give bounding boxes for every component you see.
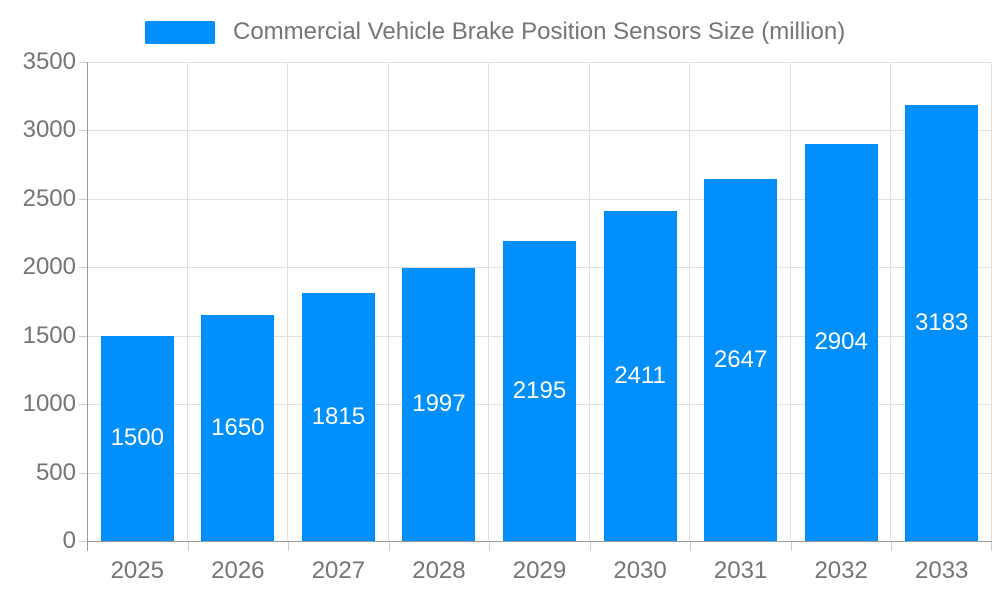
x-axis-tick — [790, 541, 792, 551]
x-axis-label: 2033 — [915, 557, 969, 584]
bar-value-label: 1997 — [412, 390, 466, 418]
x-axis-label: 2031 — [713, 557, 768, 584]
y-axis-label: 3500 — [22, 48, 76, 75]
y-gridline — [87, 198, 992, 200]
y-axis-tick — [79, 62, 87, 63]
y-axis-label: 500 — [35, 458, 76, 486]
y-axis-tick — [79, 404, 87, 406]
bar[interactable] — [402, 267, 476, 541]
chart-legend[interactable]: Commercial Vehicle Brake Position Sensor… — [145, 18, 845, 46]
x-gridline — [689, 62, 691, 541]
bar-value-label: 1500 — [110, 424, 164, 452]
x-axis-label: 2026 — [211, 557, 265, 584]
bar[interactable] — [503, 240, 576, 541]
x-axis-label: 2030 — [613, 557, 667, 584]
x-gridline — [287, 62, 289, 541]
x-axis-tick — [589, 541, 591, 551]
x-axis-tick — [891, 541, 893, 551]
y-axis-label: 1500 — [22, 321, 76, 349]
bar[interactable] — [201, 315, 275, 541]
x-axis-label: 2027 — [311, 557, 366, 584]
y-axis-line — [87, 62, 88, 551]
x-axis-label: 2025 — [110, 557, 164, 584]
bar[interactable] — [100, 335, 174, 541]
x-axis-line — [87, 541, 992, 542]
x-axis-label: 2028 — [412, 557, 466, 584]
bar-value-label: 2647 — [713, 345, 768, 373]
y-axis-label: 1000 — [22, 390, 76, 418]
bar[interactable] — [905, 105, 979, 541]
plot-area: 0 500 1000 1500 2000 2500 3000 3500 1500 2025 1650… — [23, 48, 992, 584]
y-axis-tick — [79, 267, 87, 269]
y-axis-tick — [79, 130, 87, 132]
x-gridline — [789, 62, 791, 541]
bar[interactable] — [704, 178, 778, 541]
bar[interactable] — [804, 143, 878, 541]
bar-value-label: 2195 — [512, 376, 567, 404]
y-axis-label: 2000 — [22, 253, 76, 281]
x-axis-tick — [288, 541, 290, 551]
legend-swatch-icon — [145, 20, 215, 44]
bar-value-label: 3183 — [915, 309, 969, 337]
bar-value-label: 2411 — [614, 362, 666, 390]
x-axis-tick — [489, 541, 491, 551]
bar-value-label: 2904 — [814, 328, 868, 356]
legend-label: Commercial Vehicle Brake Position Sensor… — [233, 18, 846, 45]
x-axis-label: 2032 — [814, 557, 868, 584]
y-gridline — [87, 130, 992, 132]
bar[interactable] — [603, 211, 677, 541]
y-axis-tick — [79, 541, 87, 542]
x-axis-tick — [991, 541, 992, 551]
x-gridline — [588, 62, 590, 541]
y-gridline — [87, 62, 992, 63]
x-axis-tick — [388, 541, 390, 551]
bar[interactable] — [301, 292, 375, 541]
x-gridline — [387, 62, 389, 541]
y-axis-label: 2500 — [22, 184, 76, 212]
bar-value-label: 1815 — [311, 402, 366, 430]
bar-value-label: 1650 — [211, 414, 265, 442]
x-axis-tick — [187, 541, 189, 551]
y-axis-tick — [79, 472, 87, 474]
x-gridline — [488, 62, 490, 541]
y-axis-label: 3000 — [22, 116, 76, 144]
x-gridline — [186, 62, 188, 541]
x-axis-tick — [690, 541, 692, 551]
x-axis-label: 2029 — [512, 557, 567, 584]
x-gridline — [890, 62, 892, 541]
y-axis-label: 0 — [62, 527, 76, 554]
x-gridline — [991, 62, 992, 541]
y-axis-tick — [79, 198, 87, 200]
y-axis-tick — [79, 335, 87, 337]
